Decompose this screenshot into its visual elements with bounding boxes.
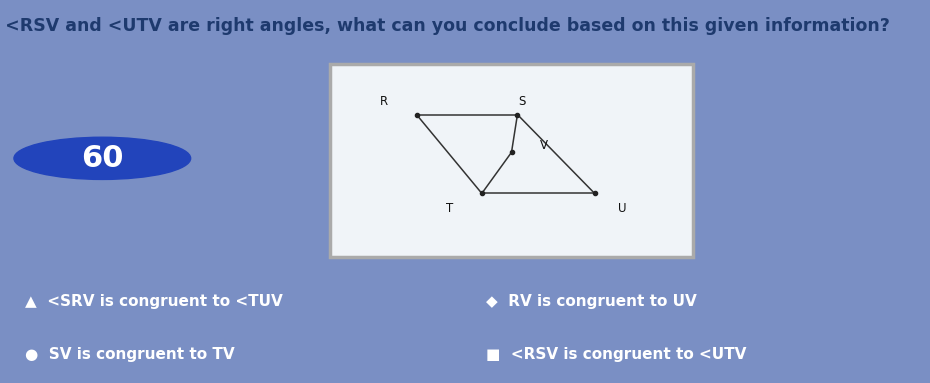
Text: T: T xyxy=(445,203,453,216)
Circle shape xyxy=(14,137,191,179)
Text: ●  SV is congruent to TV: ● SV is congruent to TV xyxy=(25,347,234,362)
Text: ◆  RV is congruent to UV: ◆ RV is congruent to UV xyxy=(486,294,698,309)
FancyBboxPatch shape xyxy=(330,64,693,257)
Text: V: V xyxy=(540,139,548,152)
Text: ■  <RSV is congruent to <UTV: ■ <RSV is congruent to <UTV xyxy=(486,347,747,362)
Text: S: S xyxy=(518,95,525,108)
Text: 60: 60 xyxy=(81,144,124,173)
Text: R: R xyxy=(379,95,388,108)
Text: If <RSV and <UTV are right angles, what can you conclude based on this given inf: If <RSV and <UTV are right angles, what … xyxy=(0,17,889,35)
Text: ▲  <SRV is congruent to <TUV: ▲ <SRV is congruent to <TUV xyxy=(25,294,283,309)
Text: U: U xyxy=(618,203,627,216)
